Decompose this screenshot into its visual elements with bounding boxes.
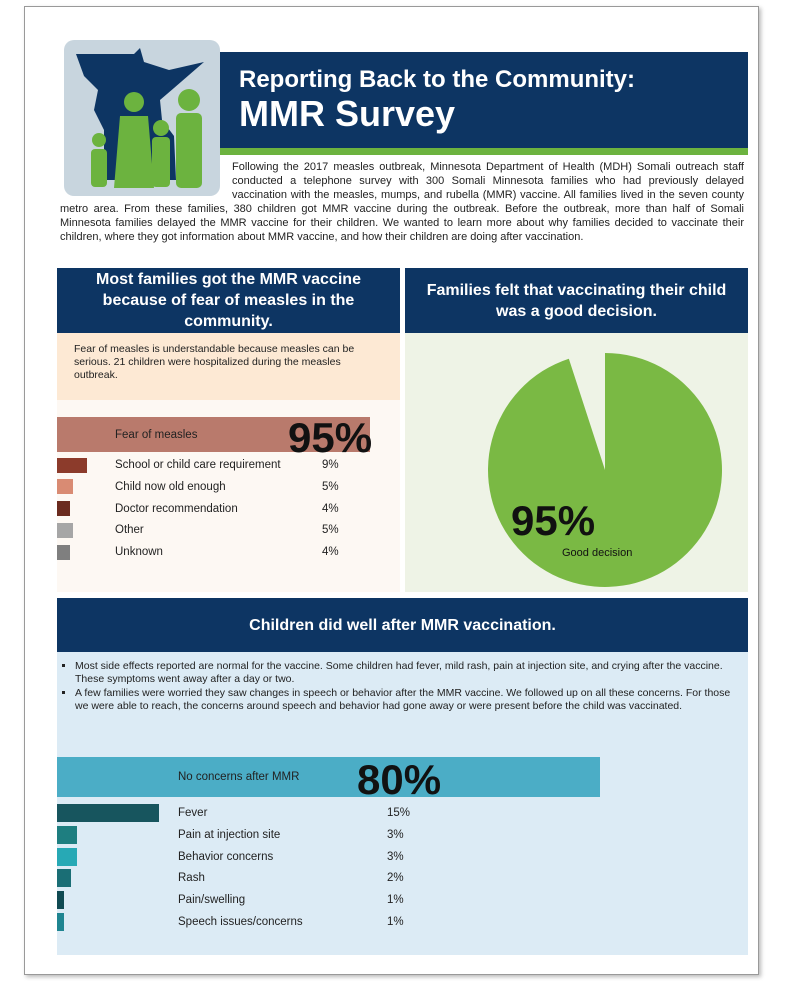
pie-slice: [488, 353, 722, 587]
bar-value: 4%: [322, 502, 339, 515]
bar-label: Unknown: [115, 546, 163, 559]
bar: [57, 891, 64, 910]
big-value: 80%: [357, 756, 442, 803]
outcomes-header: Children did well after MMR vaccination.: [57, 598, 748, 652]
logo: [64, 40, 220, 196]
bar-value: 1%: [387, 894, 404, 907]
bar-value: 5%: [322, 524, 339, 537]
outcomes-panel: [57, 652, 748, 955]
bar: [57, 457, 87, 473]
bar-label: Pain at injection site: [178, 828, 281, 841]
bar-label: Other: [115, 524, 144, 537]
bar-value: 3%: [387, 828, 404, 841]
intro-paragraph: Following the 2017 measles outbreak, Min…: [60, 161, 744, 243]
bullet: Most side effects reported are normal fo…: [75, 660, 742, 686]
bar: [57, 757, 600, 797]
bullet: A few families were worried they saw cha…: [75, 687, 742, 713]
pie-value: 95%: [511, 497, 595, 544]
pie-chart: 95% Good decision: [488, 353, 722, 587]
bar-value: 3%: [387, 850, 404, 863]
title-line-1: Reporting Back to the Community:: [239, 66, 636, 93]
bar: [57, 544, 71, 560]
bar-label: Fear of measles: [115, 428, 198, 441]
bar: [57, 522, 74, 538]
bar: [57, 804, 159, 822]
reasons-note: Fear of measles is understandable becaus…: [57, 333, 400, 400]
bar-value: 4%: [322, 546, 339, 559]
bar-label: Child now old enough: [115, 480, 226, 493]
bar-value: 15%: [387, 807, 411, 819]
title-banner: Reporting Back to the Community: MMR Sur…: [217, 52, 748, 148]
page-frame: [24, 6, 759, 975]
bar-label: Behavior concerns: [178, 850, 274, 863]
decision-header: Families felt that vaccinating their chi…: [405, 268, 748, 333]
bar: [57, 869, 71, 888]
pie-label: Good decision: [562, 547, 632, 559]
bar-label: Rash: [178, 872, 205, 885]
bar-value: 1%: [387, 916, 404, 928]
bar-label: School or child care requirement: [115, 459, 281, 471]
bar-label: No concerns after MMR: [178, 771, 300, 783]
bar: [57, 825, 78, 844]
bar: [57, 501, 71, 517]
reasons-header: Most families got the MMR vaccine becaus…: [57, 268, 400, 333]
bar-value: 5%: [322, 480, 339, 493]
bar: [57, 479, 74, 495]
bar-label: Pain/swelling: [178, 894, 246, 907]
big-value: 95%: [288, 413, 373, 461]
bar: [57, 913, 64, 931]
green-stripe: [217, 148, 748, 155]
bar: [57, 417, 370, 452]
intro-text: Following the 2017 measles outbreak, Min…: [60, 160, 744, 244]
title-line-2: MMR Survey: [239, 93, 456, 134]
bar-value: 2%: [387, 872, 404, 885]
bullet-list: Most side effects reported are normal fo…: [57, 660, 742, 714]
bar: [57, 847, 78, 866]
bar-label: Speech issues/concerns: [178, 916, 303, 928]
bar-label: Fever: [178, 807, 208, 819]
bar-value: 9%: [322, 459, 339, 471]
bar-label: Doctor recommendation: [115, 502, 238, 515]
